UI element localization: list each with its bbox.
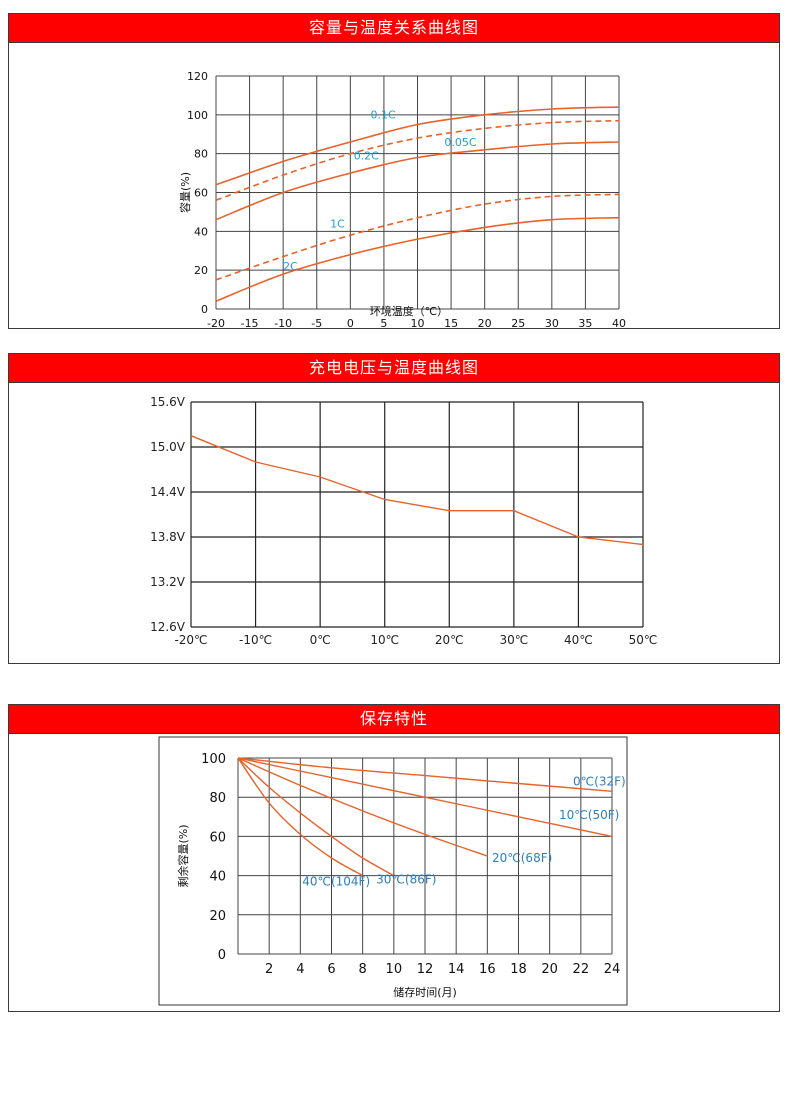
series-label: 2C [283, 260, 298, 273]
y-tick-label: 15.0V [150, 440, 186, 454]
y-tick-label: 0 [201, 303, 208, 316]
charge-voltage-chart: -20℃ -10℃ 0℃ 10℃ 20℃ 30℃ 40℃ 50℃ 12.6V 13.2V 13.8V… [150, 395, 658, 647]
y-tick-label: 80 [209, 791, 226, 806]
series-label: 30℃(86F) [376, 872, 436, 886]
x-axis-label: 储存时间(月) [393, 985, 457, 999]
series-label: 10℃(50F) [559, 808, 619, 822]
x-tick-label: 16 [479, 962, 496, 977]
series-label: 0.2C [354, 149, 379, 162]
x-tick-label: 10 [411, 317, 425, 327]
x-tick-label: 8 [359, 962, 367, 977]
y-tick-label: 20 [209, 909, 226, 924]
y-tick-label: 120 [187, 70, 208, 83]
y-tick-label: 14.4V [150, 485, 186, 499]
y-tick-label: 60 [194, 187, 208, 200]
x-tick-label: -5 [311, 317, 322, 327]
y-tick-label: 100 [201, 752, 226, 767]
x-tick-label: 12 [417, 962, 434, 977]
x-tick-label: 4 [296, 962, 304, 977]
panel-title: 保存特性 [9, 705, 779, 734]
series-label: 40℃(104F) [302, 874, 370, 888]
y-tick-label: 20 [194, 264, 208, 277]
x-axis-label: 环境温度（℃） [370, 304, 448, 318]
x-tick-label: 15 [444, 317, 458, 327]
x-tick-label: -15 [241, 317, 259, 327]
series-label: 0.1C [370, 109, 395, 122]
x-tick-label: 10℃ [370, 633, 399, 647]
series-line [237, 757, 364, 877]
series-line [215, 216, 620, 302]
y-tick-label: 15.6V [150, 395, 186, 409]
y-tick-label: 80 [194, 148, 208, 161]
y-axis-label: 剩余容量(%) [176, 824, 190, 887]
x-tick-label: 18 [510, 962, 527, 977]
x-tick-label: -20 [207, 317, 225, 327]
series-line [215, 141, 620, 221]
series-line [237, 757, 613, 792]
series-label: 1C [330, 217, 345, 230]
storage-characteristics-chart: 2 4 6 8 10 12 14 16 18 20 22 24020406080100储存时间(月)剩… [158, 736, 628, 1006]
y-tick-label: 40 [209, 870, 226, 885]
plot-frame [158, 736, 628, 1006]
x-tick-label: 20 [478, 317, 492, 327]
series-label: 20℃(68F) [492, 851, 552, 865]
capacity-temperature-chart: -20 -15 -10 -5 0 5 10 15 20 25 30 35 40 0 20 40 60 80 100 1… [178, 70, 626, 327]
y-tick-label: 13.8V [150, 530, 186, 544]
x-tick-label: 14 [448, 962, 465, 977]
x-tick-label: -20℃ [174, 633, 207, 647]
x-tick-label: 25 [511, 317, 525, 327]
x-tick-label: 0 [347, 317, 354, 327]
x-tick-label: 30 [545, 317, 559, 327]
y-tick-label: 13.2V [150, 575, 186, 589]
y-tick-label: 60 [209, 830, 226, 845]
y-tick-label: 40 [194, 225, 208, 238]
x-tick-label: 40 [612, 317, 626, 327]
x-tick-label: 40℃ [564, 633, 593, 647]
x-tick-label: 35 [578, 317, 592, 327]
panel-title: 容量与温度关系曲线图 [9, 14, 779, 43]
series-line [215, 119, 620, 202]
series-line [237, 757, 613, 838]
series-line [237, 757, 395, 877]
panel-title: 充电电压与温度曲线图 [9, 354, 779, 383]
x-tick-label: 2 [265, 962, 273, 977]
x-tick-label: 22 [573, 962, 590, 977]
series-line [215, 106, 620, 186]
x-tick-label: 0℃ [310, 633, 331, 647]
x-tick-label: 30℃ [499, 633, 528, 647]
series-line [237, 757, 488, 857]
y-tick-label: 0 [218, 948, 226, 963]
x-tick-label: 24 [604, 962, 621, 977]
charge-voltage-panel: 充电电压与温度曲线图 -20℃ -10℃ 0℃ 10℃ 20℃ 30℃ 40℃ 50℃ 12.6… [8, 353, 780, 664]
x-tick-label: 6 [327, 962, 335, 977]
y-tick-label: 100 [187, 109, 208, 122]
storage-characteristics-panel: 保存特性 2 4 6 8 10 12 14 16 18 20 22 24 0 20 40 60 80 100 储存时… [8, 704, 780, 1012]
x-tick-label: 20℃ [435, 633, 464, 647]
y-tick-label: 12.6V [150, 620, 186, 634]
x-tick-label: -10 [274, 317, 292, 327]
series-line [190, 435, 644, 546]
series-line [215, 193, 620, 281]
x-tick-label: 5 [380, 317, 387, 327]
series-label: 0.05C [444, 136, 476, 149]
x-tick-label: 50℃ [629, 633, 658, 647]
x-tick-label: -10℃ [239, 633, 272, 647]
capacity-temperature-panel: 容量与温度关系曲线图 -20 -15 -10 -5 0 5 10 15 20 25 30 35 40 0 2… [8, 13, 780, 329]
x-tick-label: 10 [386, 962, 403, 977]
x-tick-label: 20 [541, 962, 558, 977]
y-axis-label: 容量(%) [178, 172, 192, 213]
series-label: 0℃(32F) [573, 774, 626, 788]
